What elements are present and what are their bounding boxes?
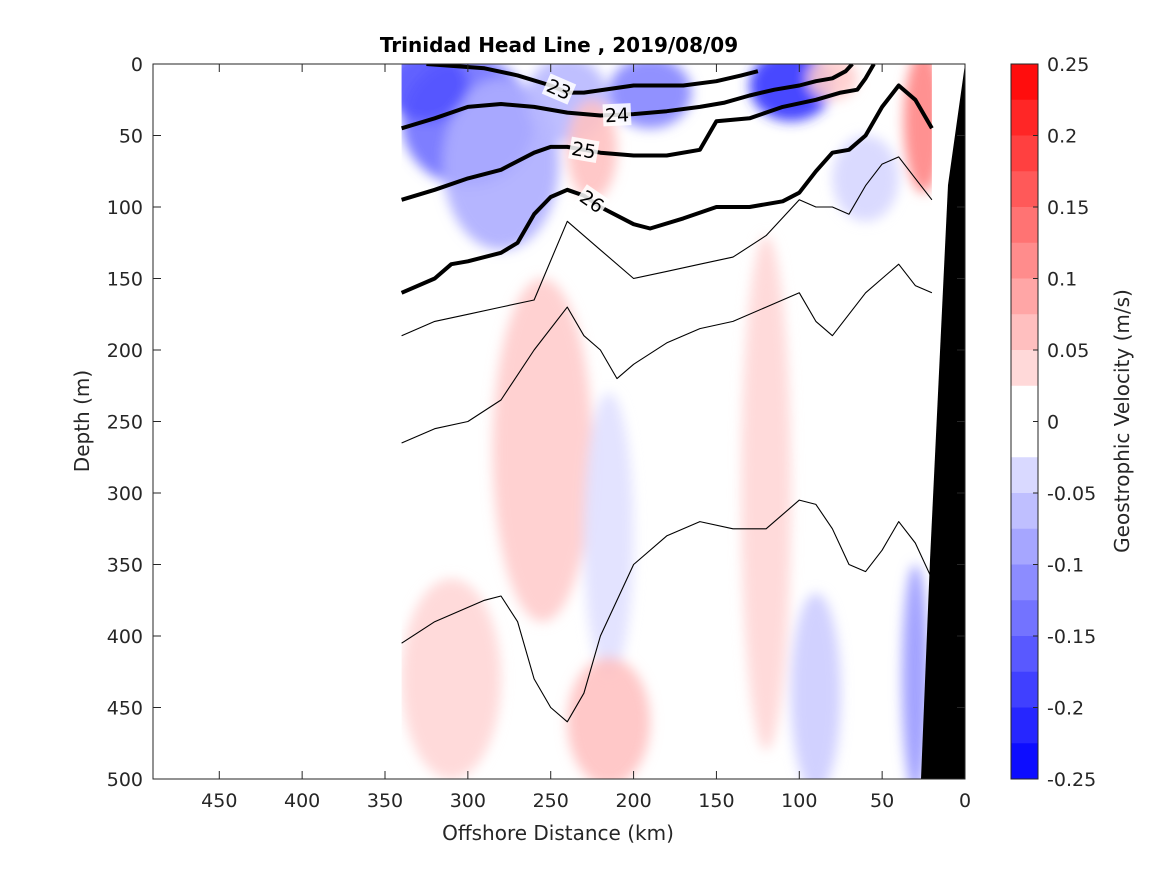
- x-tick-label: 50: [870, 790, 894, 812]
- y-tick-label: 150: [107, 269, 143, 291]
- x-tick-label: 300: [450, 790, 486, 812]
- x-tick-label: 0: [959, 790, 971, 812]
- isopycnal-25: [401, 64, 876, 202]
- velocity-patch-2: [401, 64, 468, 122]
- x-tick-label: 100: [781, 790, 817, 812]
- x-tick-label: 250: [533, 790, 569, 812]
- colorbar-tick-label: 0.15: [1047, 197, 1089, 219]
- colorbar-tick-label: -0.2: [1047, 698, 1084, 720]
- colorbar-bin: [1011, 636, 1038, 673]
- chart-title: Trinidad Head Line , 2019/08/09: [380, 33, 738, 57]
- colorbar-bin: [1011, 99, 1038, 136]
- velocity-patch-9: [832, 135, 899, 222]
- velocity-patch-12: [741, 235, 792, 751]
- velocity-patch-11: [583, 392, 634, 679]
- velocity-patch-13: [401, 578, 501, 779]
- y-axis: 0 50 100 150 200 250 300 350 400 450 500: [107, 54, 965, 791]
- colorbar-tick-label: 0: [1047, 412, 1059, 434]
- isopycnal-26-9: [401, 499, 933, 723]
- velocity-patch-10: [492, 278, 593, 622]
- x-tick-label: 350: [367, 790, 403, 812]
- colorbar-tick-label: 0.2: [1047, 126, 1077, 148]
- colorbar-bin: [1011, 421, 1038, 458]
- colorbar-tick-label: -0.25: [1047, 769, 1096, 791]
- velocity-patch-16: [902, 564, 929, 779]
- colorbar-label: Geostrophic Velocity (m/s): [1110, 289, 1134, 553]
- contour-label-24: 24: [604, 104, 629, 127]
- x-tick-label: 150: [698, 790, 734, 812]
- x-axis-label: Offshore Distance (km): [442, 821, 674, 845]
- y-tick-label: 350: [107, 555, 143, 577]
- seafloor-bathymetry: [921, 64, 965, 779]
- y-tick-label: 50: [119, 126, 143, 148]
- colorbar-bin: [1011, 671, 1038, 708]
- x-tick-label: 200: [615, 790, 651, 812]
- y-tick-label: 300: [107, 483, 143, 505]
- x-axis: 450 400 350 300 250 200 150 100 50 0: [201, 64, 971, 812]
- colorbar-bin: [1011, 314, 1038, 351]
- colorbar-bin: [1011, 242, 1038, 279]
- isopycnal-24: [401, 64, 854, 131]
- y-axis-label: Depth (m): [70, 370, 94, 472]
- colorbar-tick-label: -0.1: [1047, 555, 1084, 577]
- colorbar-bin: [1011, 278, 1038, 315]
- y-tick-label: 0: [131, 54, 143, 76]
- colorbar: 0.25 0.2 0.15 0.1 0.05 0 -0.05 -0.1 -0.15 -0.2 -0.…: [1010, 54, 1096, 791]
- velocity-patch-15: [791, 593, 841, 779]
- y-tick-label: 250: [107, 412, 143, 434]
- colorbar-tick-label: 0.1: [1047, 269, 1077, 291]
- velocity-patch-1: [443, 78, 559, 250]
- y-tick-label: 200: [107, 340, 143, 362]
- colorbar-bin: [1011, 600, 1038, 637]
- y-tick-label: 100: [107, 197, 143, 219]
- colorbar-bin: [1011, 135, 1038, 172]
- y-tick-label: 500: [107, 769, 143, 791]
- colorbar-bin: [1011, 207, 1038, 244]
- colorbar-tick-label: -0.05: [1047, 483, 1096, 505]
- colorbar-tick-label: -0.15: [1047, 626, 1096, 648]
- colorbar-bin: [1011, 64, 1038, 101]
- colorbar-bin: [1011, 707, 1038, 744]
- colorbar-bin: [1011, 528, 1038, 565]
- colorbar-bin: [1011, 457, 1038, 494]
- colorbar-bin: [1011, 171, 1038, 208]
- x-tick-label: 400: [284, 790, 320, 812]
- y-tick-label: 400: [107, 626, 143, 648]
- y-tick-label: 450: [107, 698, 143, 720]
- x-tick-label: 450: [201, 790, 237, 812]
- isopycnal-26: [400, 83, 934, 295]
- colorbar-bin: [1011, 350, 1038, 387]
- isopycnal-26-3: [401, 156, 933, 337]
- velocity-patch-14: [567, 657, 651, 779]
- colorbar-tick-label: 0.25: [1047, 54, 1089, 76]
- contour-label-25: 25: [570, 138, 598, 164]
- isopycnal-23: [426, 64, 759, 95]
- colorbar-bin: [1011, 743, 1038, 780]
- colorbar-bin: [1011, 564, 1038, 601]
- colorbar-bin: [1011, 385, 1038, 422]
- colorbar-tick-label: 0.05: [1047, 340, 1089, 362]
- isopycnal-26-6: [401, 263, 933, 444]
- colorbar-bin: [1011, 493, 1038, 530]
